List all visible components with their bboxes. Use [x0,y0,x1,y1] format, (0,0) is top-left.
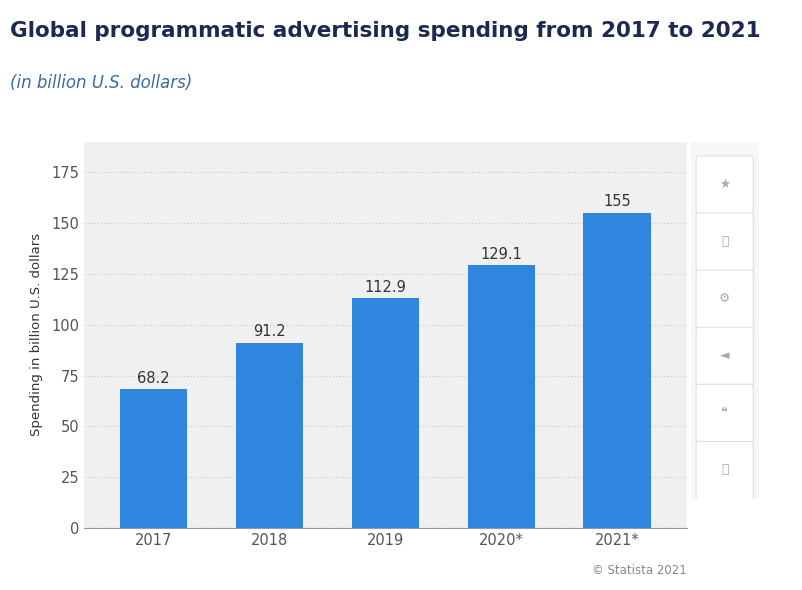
Text: 68.2: 68.2 [137,371,170,386]
Text: ★: ★ [718,178,730,191]
Bar [583,213,650,528]
Text: ◄: ◄ [719,349,728,362]
Text: ❝: ❝ [720,407,727,419]
Bar [467,266,534,528]
Text: Global programmatic advertising spending from 2017 to 2021: Global programmatic advertising spending… [10,21,760,41]
Text: 🔔: 🔔 [720,235,727,248]
Bar [236,343,303,528]
FancyBboxPatch shape [695,327,752,388]
Bar [120,389,187,528]
FancyBboxPatch shape [695,441,752,502]
Text: 112.9: 112.9 [364,280,406,295]
FancyBboxPatch shape [695,156,752,217]
Text: 91.2: 91.2 [253,324,286,339]
Text: (in billion U.S. dollars): (in billion U.S. dollars) [10,74,192,92]
FancyBboxPatch shape [695,213,752,274]
Text: 155: 155 [602,194,630,209]
Text: 129.1: 129.1 [480,247,521,262]
Text: © Statista 2021: © Statista 2021 [591,564,686,577]
Y-axis label: Spending in billion U.S. dollars: Spending in billion U.S. dollars [30,233,43,437]
Text: ⚙: ⚙ [718,292,730,305]
Text: 🖨: 🖨 [720,464,727,477]
FancyBboxPatch shape [695,384,752,445]
FancyBboxPatch shape [695,270,752,331]
Bar [351,299,419,528]
